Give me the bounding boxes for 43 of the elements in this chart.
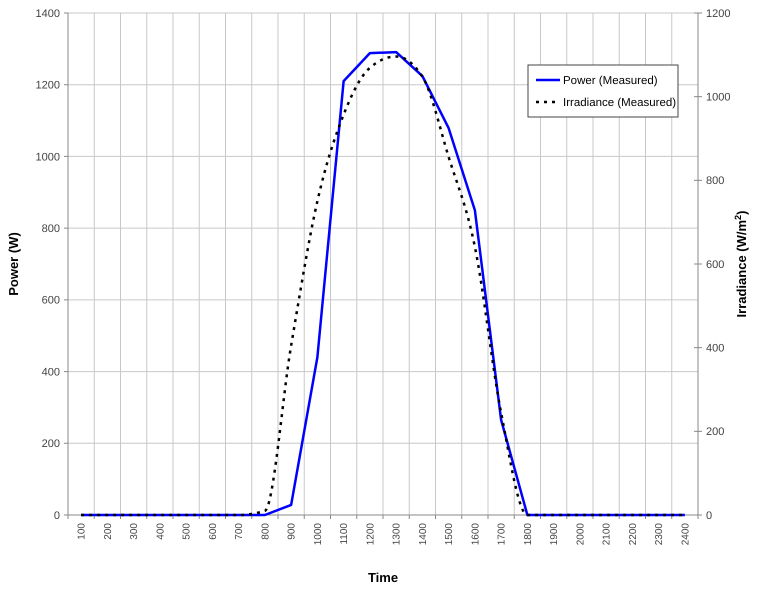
- y2-tick-label: 800: [706, 175, 724, 188]
- x-tick-label: 2000: [575, 522, 586, 546]
- x-tick-label: 2200: [628, 522, 639, 546]
- x-tick-label: 1800: [522, 522, 534, 546]
- x-tick-label: 1300: [392, 522, 403, 546]
- x-tick-label: 2100: [602, 522, 613, 546]
- x-tick-label: 400: [155, 522, 166, 540]
- x-tick-label: 1400: [418, 522, 429, 546]
- x-axis-title: Time: [368, 570, 398, 585]
- x-tick-label: 800: [260, 522, 272, 540]
- x-tick-label: 1500: [444, 522, 456, 546]
- y-tick-label: 600: [42, 294, 60, 307]
- x-tick-label: 1600: [470, 522, 482, 546]
- y-tick-label: 400: [42, 366, 60, 378]
- x-tick-label: 300: [129, 522, 140, 540]
- y-tick-label: 1000: [36, 151, 60, 164]
- x-tick-label: 600: [208, 522, 219, 540]
- x-tick-label: 100: [76, 522, 88, 540]
- x-tick-label: 2300: [654, 522, 666, 546]
- legend-label: Power (Measured): [563, 75, 658, 88]
- y2-tick-label: 400: [706, 342, 724, 355]
- x-tick-label: 1200: [365, 522, 376, 546]
- y-tick-label: 200: [42, 438, 60, 450]
- y-tick-label: 800: [42, 222, 60, 235]
- y2-tick-label: 1000: [706, 92, 730, 104]
- x-tick-label: 1100: [339, 522, 350, 545]
- y2-tick-label: 1200: [706, 8, 730, 20]
- x-tick-label: 700: [234, 522, 246, 540]
- x-tick-label: 2400: [680, 522, 692, 546]
- legend-label: Irradiance (Measured): [563, 97, 676, 110]
- y-tick-label: 1200: [36, 80, 60, 92]
- x-tick-label: 1000: [312, 522, 324, 546]
- y2-tick-label: 200: [706, 426, 724, 438]
- y-tick-label: 1400: [36, 8, 60, 20]
- y2-tick-label: 0: [706, 510, 712, 522]
- y-axis-title: Power (W): [6, 232, 21, 296]
- y2-tick-label: 600: [706, 258, 724, 271]
- x-tick-label: 900: [286, 522, 298, 540]
- x-tick-label: 500: [182, 522, 193, 540]
- x-tick-label: 1900: [549, 522, 560, 546]
- x-tick-label: 200: [102, 522, 114, 540]
- x-tick-label: 1700: [496, 522, 508, 546]
- y-tick-label: 0: [54, 510, 60, 522]
